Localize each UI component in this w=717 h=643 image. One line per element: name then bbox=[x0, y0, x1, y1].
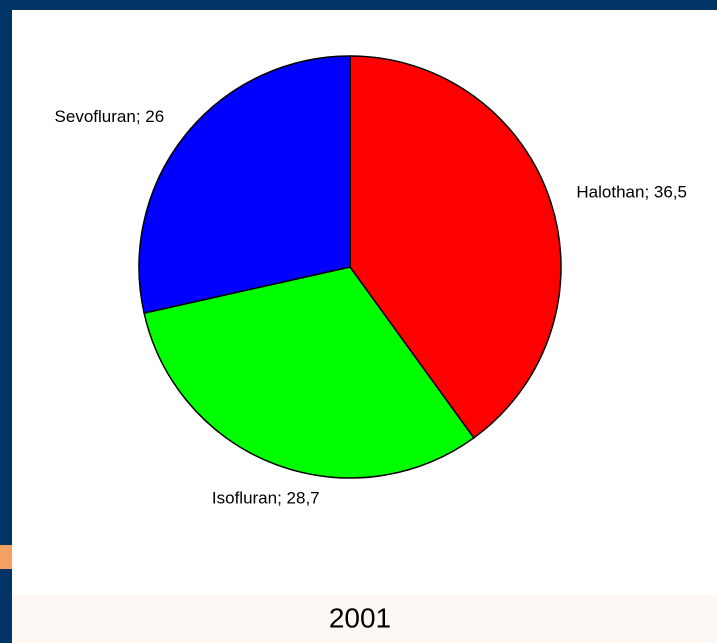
chart-title: 2001 bbox=[329, 602, 391, 633]
slice-label: Isofluran; 28,7 bbox=[212, 489, 320, 508]
accent bbox=[0, 545, 12, 569]
value-label: 26 bbox=[145, 108, 164, 127]
footer-panel bbox=[12, 595, 717, 643]
pie-slice bbox=[143, 266, 475, 479]
value-label: 36,5 bbox=[654, 183, 687, 202]
pie-slice bbox=[138, 55, 351, 315]
category-label: Halothan bbox=[576, 183, 644, 202]
separator: ; bbox=[277, 489, 286, 508]
slice-label: Sevofluran; 26 bbox=[55, 108, 165, 127]
slice-label: Halothan; 36,5 bbox=[576, 183, 687, 202]
separator: ; bbox=[136, 108, 145, 127]
value-label: 28,7 bbox=[287, 489, 320, 508]
separator: ; bbox=[644, 183, 653, 202]
pie-slice bbox=[349, 55, 562, 439]
category-label: Sevofluran bbox=[55, 108, 136, 127]
category-label: Isofluran bbox=[212, 489, 277, 508]
